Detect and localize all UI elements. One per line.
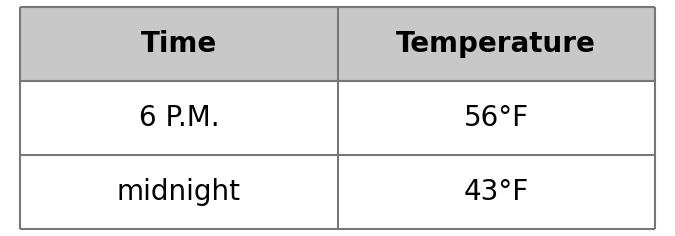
- Bar: [20, 155, 655, 229]
- Text: Temperature: Temperature: [396, 30, 596, 58]
- Text: 6 P.M.: 6 P.M.: [138, 104, 219, 132]
- Text: midnight: midnight: [117, 178, 241, 206]
- Text: Time: Time: [141, 30, 217, 58]
- Text: 56°F: 56°F: [464, 104, 529, 132]
- Bar: [20, 81, 655, 155]
- Bar: [20, 7, 655, 81]
- Text: 43°F: 43°F: [464, 178, 529, 206]
